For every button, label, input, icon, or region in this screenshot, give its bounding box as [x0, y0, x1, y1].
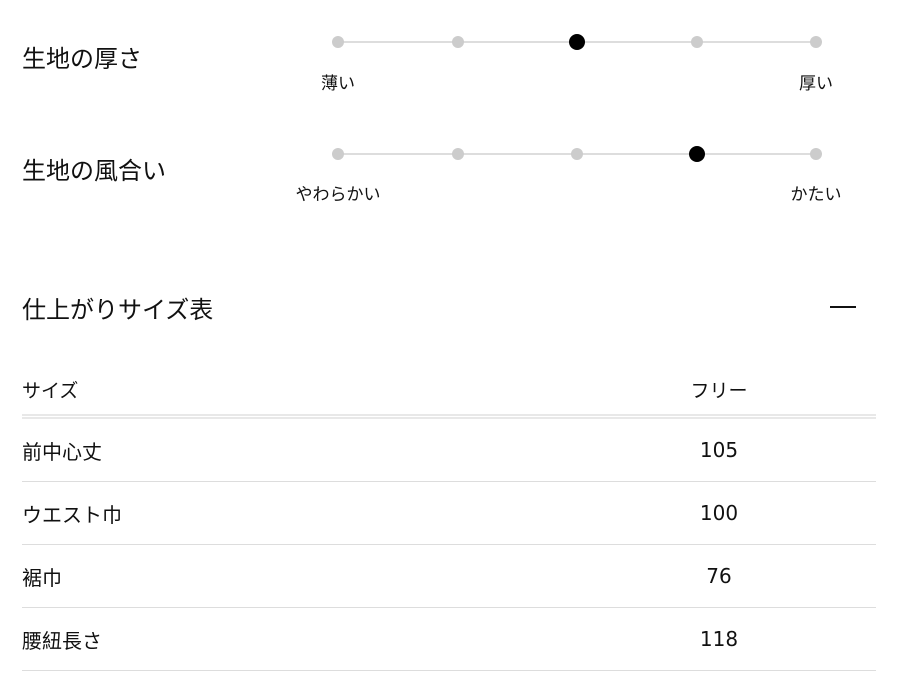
scale-dot: [810, 36, 822, 48]
size-table: サイズ フリー 前中心丈 105 ウエスト巾 100 裾巾 76 腰紐長さ 118: [22, 364, 876, 671]
scale-dot-selected: [569, 34, 585, 50]
scale-dot: [332, 148, 344, 160]
attribute-label: 生地の風合い: [22, 157, 166, 185]
scale-max-label: かたい: [790, 185, 842, 205]
table-row: ウエスト巾 100: [22, 481, 876, 545]
row-label: 腰紐長さ: [22, 607, 562, 671]
table-row: 裾巾 76: [22, 544, 876, 608]
row-label: ウエスト巾: [22, 481, 562, 545]
header-cell: フリー: [562, 364, 876, 419]
scale-dot: [810, 148, 822, 160]
attribute-label: 生地の厚さ: [22, 45, 142, 73]
scale-max-label: 厚い: [799, 74, 833, 94]
header-cell: サイズ: [22, 364, 562, 419]
table-header-row: サイズ フリー: [22, 364, 876, 419]
scale-dot: [332, 36, 344, 48]
row-label: 前中心丈: [22, 416, 562, 482]
row-value: 105: [562, 416, 876, 482]
scale-min-label: 薄い: [321, 74, 355, 94]
table-row: 腰紐長さ 118: [22, 607, 876, 671]
scale-dot: [571, 148, 583, 160]
scale-dot: [690, 36, 703, 48]
minus-icon[interactable]: [830, 306, 856, 308]
row-value: 118: [562, 607, 876, 671]
scale-dot-selected: [688, 146, 705, 162]
table-row: 前中心丈 105: [22, 416, 876, 482]
row-label: 裾巾: [22, 544, 562, 608]
row-value: 100: [562, 481, 876, 545]
scale-min-label: やわらかい: [295, 185, 381, 205]
size-table-title: 仕上がりサイズ表: [22, 296, 214, 324]
scale-dot: [451, 36, 464, 48]
row-value: 76: [562, 544, 876, 608]
scale-dot: [451, 148, 464, 160]
